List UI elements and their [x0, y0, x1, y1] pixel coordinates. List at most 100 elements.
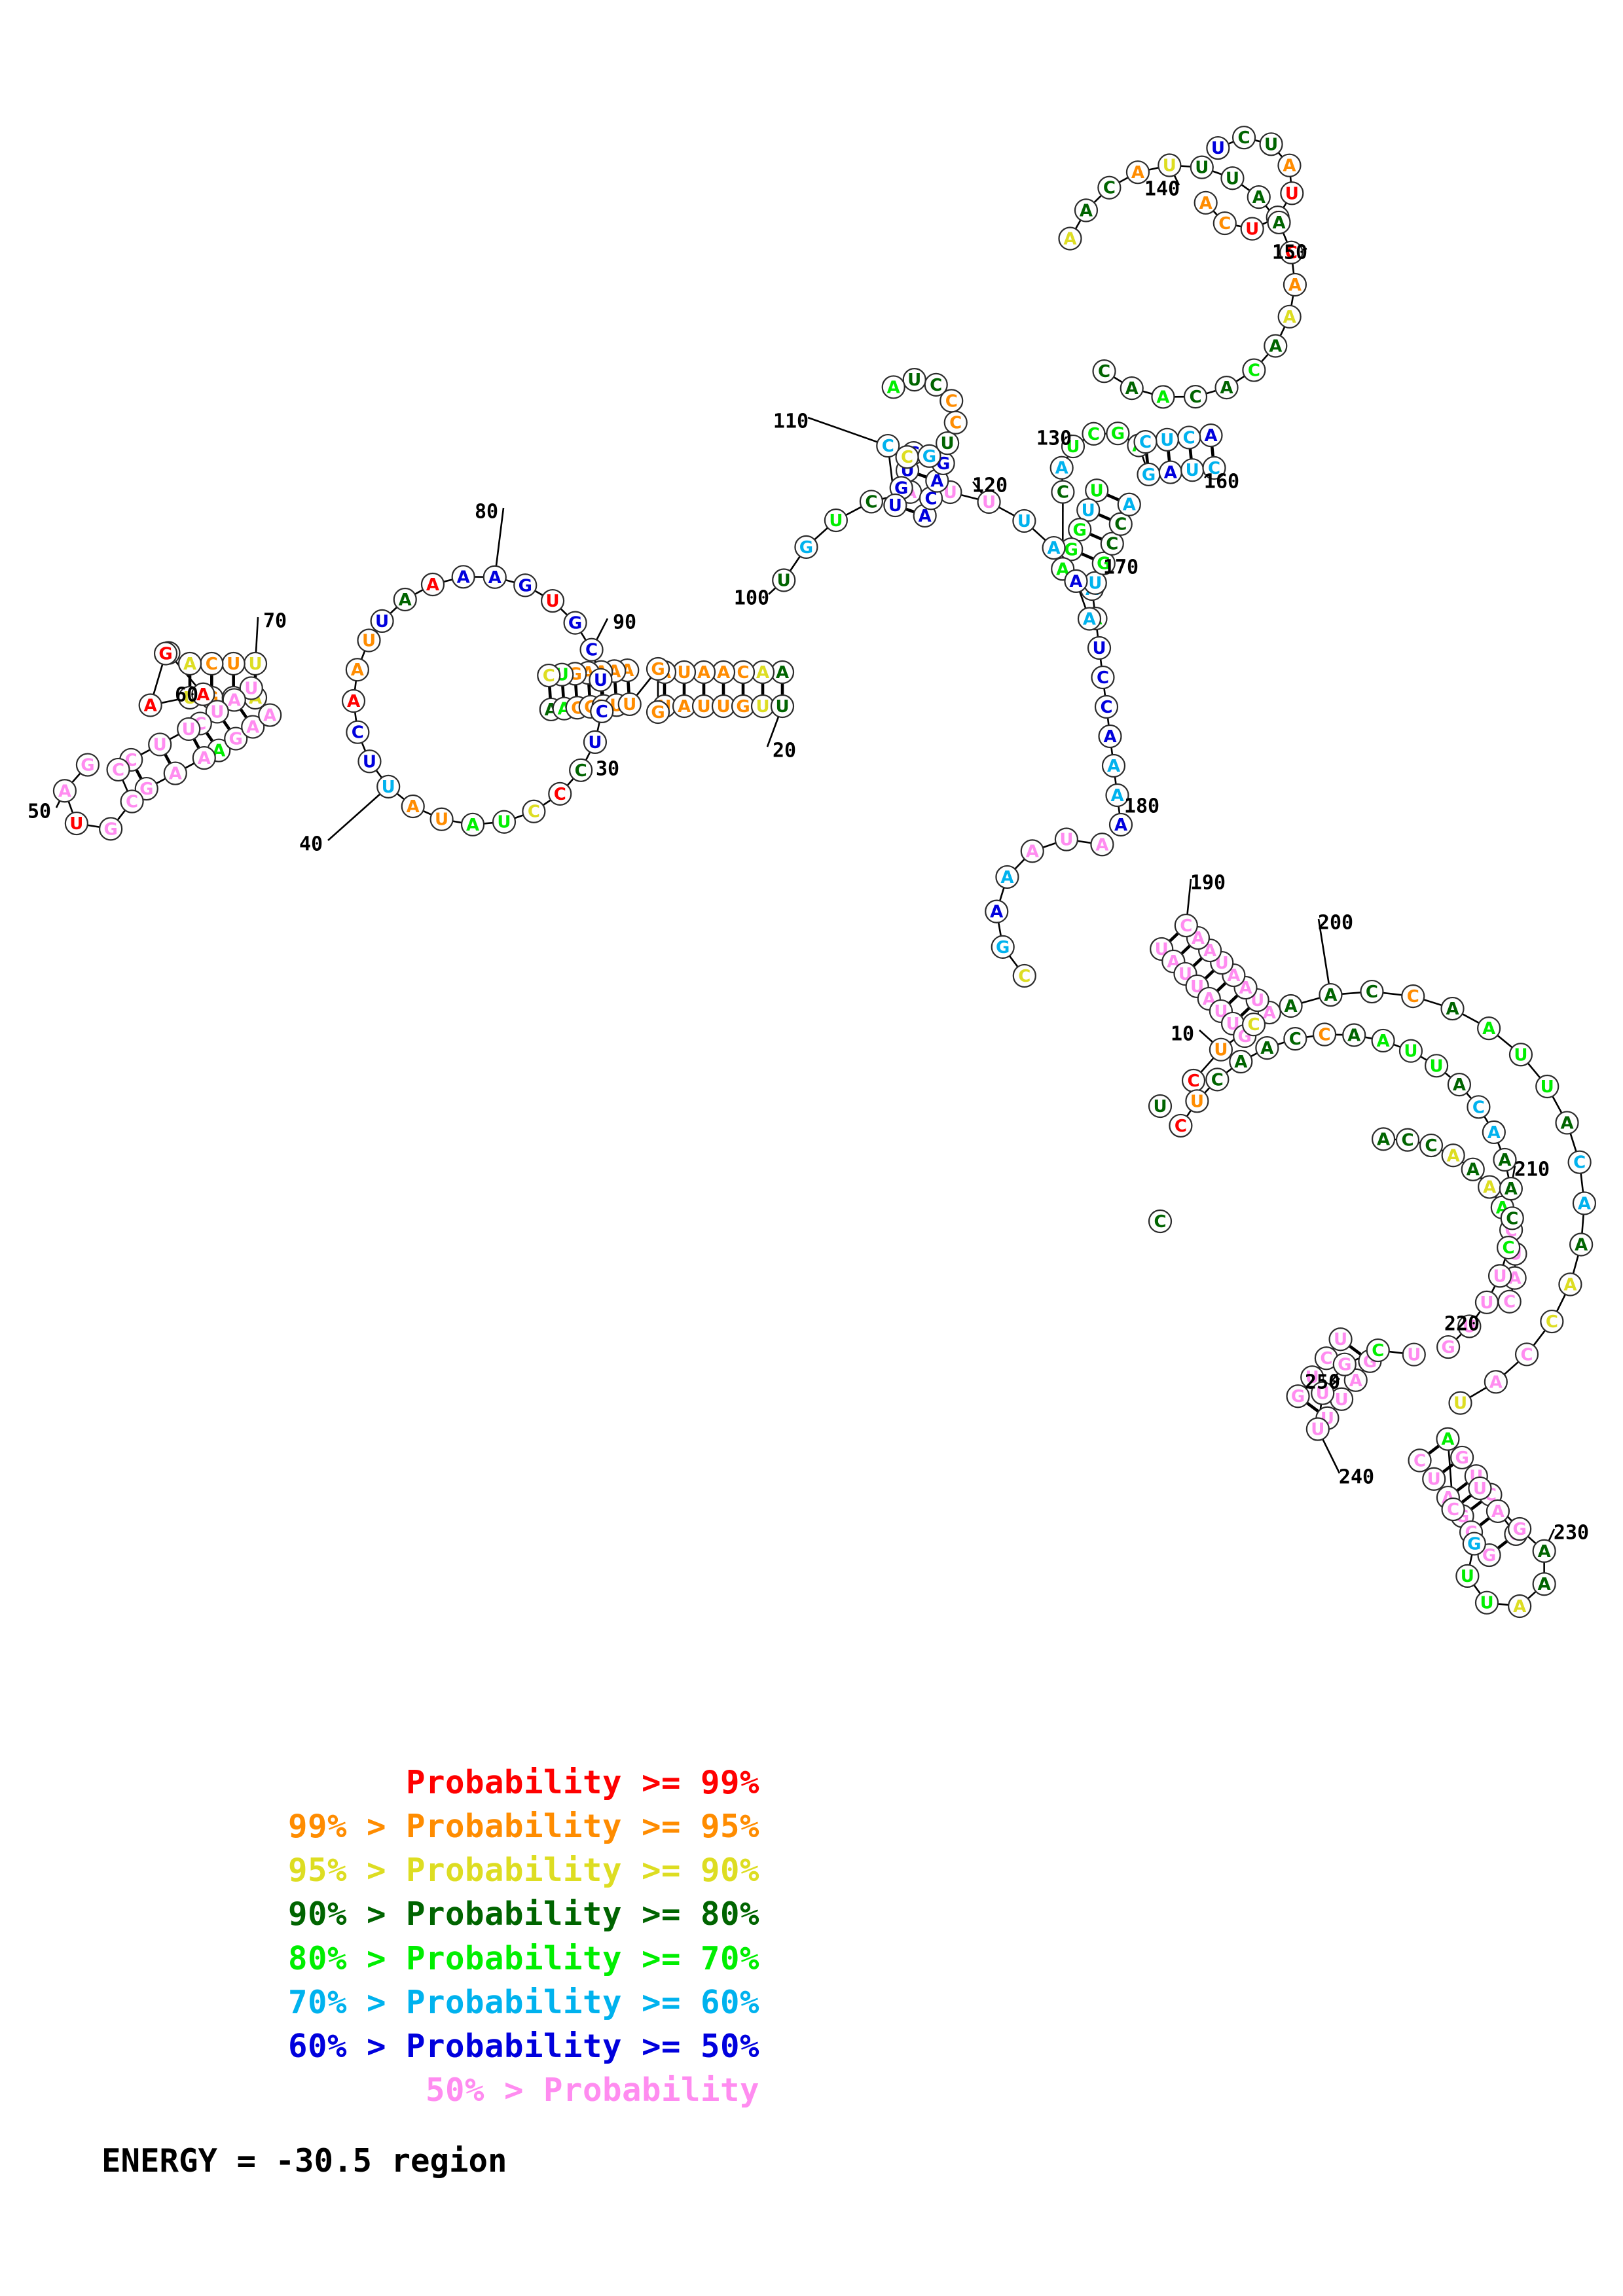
nucleotide-A: A — [1277, 153, 1302, 177]
nucleotide-letter: A — [1156, 387, 1169, 407]
nucleotide-letter: C — [1506, 1209, 1518, 1229]
nucleotide-letter: C — [1183, 428, 1195, 448]
nucleotide-letter: C — [949, 414, 962, 433]
nucleotide-G: G — [1068, 518, 1092, 542]
nucleotide-circle — [1493, 1147, 1517, 1172]
nucleotide-G: G — [513, 573, 538, 598]
nucleotide-letter: U — [375, 612, 389, 632]
position-number-180: 180 — [1124, 795, 1159, 818]
nucleotide-U: U — [64, 811, 88, 836]
nucleotide-A: A — [1279, 994, 1303, 1018]
nucleotide-letter: G — [568, 614, 582, 634]
nucleotide-letter: U — [1316, 1384, 1330, 1404]
nucleotide-C: C — [1169, 1113, 1193, 1138]
nucleotide-C: C — [1360, 979, 1384, 1004]
nucleotide-circle — [148, 732, 172, 757]
nucleotide-letter: C — [585, 641, 598, 660]
nucleotide-circle — [1532, 1539, 1556, 1563]
nucleotide-letter: U — [1160, 431, 1174, 450]
nucleotide-circle — [1051, 480, 1075, 504]
nucleotide-letter: U — [716, 697, 730, 717]
nucleotide-letter: A — [1055, 459, 1068, 478]
nucleotide-A: A — [1532, 1539, 1556, 1563]
nucleotide-C: C — [1177, 425, 1201, 450]
nucleotide-circle — [1231, 126, 1256, 150]
nucleotide-letter: A — [1347, 1026, 1360, 1045]
nucleotide-letter: A — [457, 567, 470, 587]
nucleotide-letter: A — [1498, 1151, 1511, 1170]
nucleotide-A: A — [770, 660, 795, 685]
nucleotide-circle — [138, 693, 162, 717]
nucleotide-letter: G — [139, 780, 153, 799]
nucleotide-A: A — [1477, 1016, 1501, 1041]
nucleotide-circle — [770, 694, 795, 719]
nucleotide-letter: A — [1538, 1542, 1551, 1562]
nucleotide-letter: A — [1125, 379, 1139, 399]
nucleotide-U: U — [1535, 1074, 1559, 1099]
nucleotide-circle — [1532, 1572, 1556, 1596]
nucleotide-circle — [1312, 1022, 1337, 1047]
nucleotide-letter: A — [1069, 572, 1082, 592]
nucleotide-letter: G — [519, 576, 532, 596]
nucleotide-circle — [1214, 376, 1239, 400]
nucleotide-A: A — [1319, 982, 1343, 1007]
position-number-10: 10 — [1171, 1023, 1194, 1046]
nucleotide-C: C — [1097, 175, 1122, 200]
nucleotide-A: A — [258, 703, 282, 727]
nucleotide-A: A — [1125, 160, 1150, 185]
nucleotide-circle — [192, 745, 216, 770]
leader-line — [807, 416, 888, 447]
nucleotide-U: U — [938, 480, 962, 505]
nucleotide-U: U — [1398, 1039, 1423, 1063]
nucleotide-letter: U — [907, 370, 921, 390]
nucleotide-A: A — [1569, 1232, 1594, 1257]
nucleotide-letter: U — [362, 631, 376, 651]
nucleotide-G: G — [1059, 537, 1084, 562]
nucleotide-letter: A — [1446, 999, 1459, 1019]
legend-row: 50% > Probability — [425, 2071, 759, 2109]
nucleotide-circle — [1202, 456, 1226, 480]
nucleotide-C: C — [537, 663, 561, 688]
nucleotide-A: A — [1158, 460, 1182, 484]
nucleotide-circle — [1082, 422, 1106, 446]
nucleotide-U: U — [1085, 478, 1109, 503]
nucleotide-letter: A — [1489, 1372, 1503, 1392]
nucleotide-letter: U — [69, 814, 83, 834]
nucleotide-circle — [1174, 913, 1198, 938]
nucleotide-circle — [1468, 1476, 1492, 1501]
nucleotide-letter: G — [1142, 465, 1156, 485]
nucleotide-letter: G — [651, 703, 665, 723]
nucleotide-U: U — [1240, 217, 1264, 241]
nucleotide-circle — [75, 753, 100, 777]
nucleotide-circle — [1090, 833, 1114, 857]
position-number-220: 220 — [1444, 1313, 1480, 1336]
nucleotide-circle — [569, 758, 593, 782]
nucleotide-letter: C — [1100, 698, 1112, 717]
nucleotide-circle — [1319, 982, 1343, 1007]
nucleotide-A: A — [1049, 456, 1074, 480]
nucleotide-circle — [1213, 211, 1237, 236]
nucleotide-letter: G — [736, 697, 750, 717]
nucleotide-letter: A — [196, 685, 210, 705]
nucleotide-circle — [1183, 384, 1208, 409]
nucleotide-letter: C — [1472, 1098, 1485, 1117]
nucleotide-U: U — [583, 730, 608, 754]
nucleotide-circle — [1508, 1516, 1532, 1541]
nucleotide-circle — [1484, 1370, 1508, 1394]
position-number-160: 160 — [1204, 471, 1239, 493]
nucleotide-circle — [1209, 1037, 1233, 1062]
nucleotide-U: U — [1083, 571, 1107, 595]
nucleotide-A: A — [1371, 1127, 1396, 1151]
nucleotide-letter: U — [777, 571, 791, 591]
nucleotide-circle — [1342, 1023, 1366, 1047]
nucleotide-G: G — [1332, 1352, 1357, 1376]
nucleotide-C: C — [1283, 1027, 1307, 1051]
position-number-240: 240 — [1339, 1466, 1374, 1489]
nucleotide-letter: A — [1220, 378, 1233, 398]
nucleotide-C: C — [1205, 1067, 1230, 1092]
nucleotide-letter: U — [363, 752, 376, 772]
nucleotide-U: U — [1206, 135, 1230, 160]
nucleotide-circle — [222, 688, 246, 712]
nucleotide-circle — [590, 699, 614, 723]
nucleotide-letter: U — [1407, 1346, 1421, 1365]
